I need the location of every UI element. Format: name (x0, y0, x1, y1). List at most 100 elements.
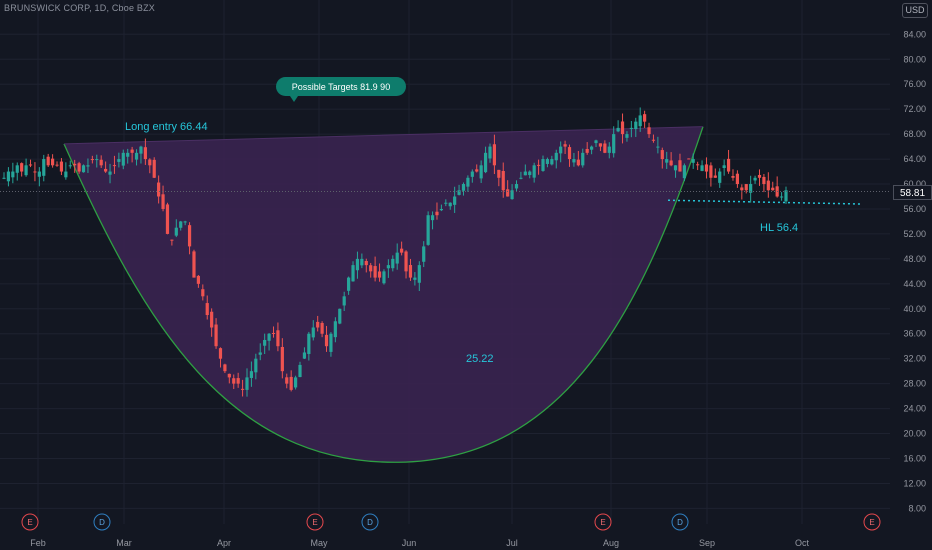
targets-bubble (276, 77, 406, 96)
candle-body (536, 164, 541, 166)
y-tick-label: 72.00 (903, 104, 926, 114)
candle-body (355, 258, 360, 271)
dividend-marker (671, 513, 689, 531)
candle-body (461, 184, 466, 191)
candle-body (90, 159, 94, 161)
candle-body (448, 202, 452, 207)
candle-body (50, 158, 55, 166)
currency-button[interactable]: USD (902, 3, 928, 18)
candle-body (139, 146, 143, 154)
candle-body (673, 165, 678, 171)
y-tick-label: 68.00 (903, 129, 926, 139)
y-tick-label: 60.00 (903, 179, 926, 189)
candle-body (148, 159, 152, 166)
dividend-marker (361, 513, 379, 531)
candle-body (329, 333, 333, 352)
candle-body (678, 160, 682, 172)
candle-body (307, 333, 311, 354)
candle-body (161, 194, 165, 209)
candle-body (709, 165, 713, 178)
candle-body (386, 265, 390, 269)
candle-body (722, 165, 726, 168)
candle-body (24, 165, 28, 176)
candle-body (2, 177, 6, 179)
candle-body (245, 377, 249, 390)
candle-body (360, 258, 364, 266)
candle-body (483, 152, 488, 173)
candle-body (453, 196, 457, 205)
candle-body (665, 159, 669, 163)
long-entry-label: Long entry 66.44 (125, 121, 208, 133)
candle-body (744, 184, 748, 191)
candle-body (550, 159, 554, 165)
targets-bubble-tail (290, 96, 298, 102)
candle-body (258, 352, 262, 355)
candle-body (501, 170, 505, 191)
candle-body (236, 378, 240, 384)
candle-body (201, 289, 205, 297)
candle-body (42, 159, 46, 176)
y-tick-label: 16.00 (903, 454, 926, 464)
y-tick-label: 24.00 (903, 404, 926, 414)
candle-body (740, 187, 744, 191)
candle-body (187, 225, 192, 247)
candle-body (152, 159, 156, 178)
candle-body (554, 152, 558, 161)
y-tick-label: 64.00 (903, 154, 926, 164)
candle-body (391, 258, 395, 269)
chart-annotations: Long entry 66.44 25.22 HL 56.4 Possible Tar… (0, 77, 890, 365)
candle-body (417, 265, 421, 283)
candle-body (669, 160, 673, 166)
y-tick-label: 36.00 (903, 329, 926, 339)
candle-body (382, 271, 386, 284)
candle-body (324, 334, 329, 347)
event-label: E (600, 518, 605, 527)
candle-body (364, 261, 368, 266)
candle-body (404, 251, 408, 272)
candle-body (784, 190, 788, 202)
candle-body (311, 327, 315, 338)
y-tick-label: 84.00 (903, 29, 926, 39)
candle-body (271, 332, 276, 334)
y-tick-label: 32.00 (903, 354, 926, 364)
x-tick-label: Mar (116, 538, 132, 548)
y-tick-label: 52.00 (903, 229, 926, 239)
cup-fill (64, 126, 703, 463)
candle-body (183, 221, 187, 223)
candle-body (338, 308, 342, 324)
candle-body (413, 277, 417, 280)
candle-body (64, 171, 68, 178)
candle-body (77, 163, 81, 172)
candle-body (691, 159, 695, 163)
candle-body (20, 163, 24, 172)
candle-body (347, 277, 351, 291)
candle-body (205, 303, 209, 316)
candle-body (426, 215, 430, 245)
candle-body (227, 373, 231, 378)
candle-body (377, 271, 382, 278)
y-tick-label: 80.00 (903, 54, 926, 64)
candle-body (607, 146, 611, 153)
y-tick-label: 44.00 (903, 279, 926, 289)
candle-body (59, 161, 64, 172)
candle-body (210, 311, 214, 328)
y-tick-label: 28.00 (903, 379, 926, 389)
candle-body (11, 171, 15, 178)
candle-body (594, 140, 598, 144)
candle-body (492, 144, 497, 166)
candle-body (435, 211, 439, 216)
candle-body (289, 376, 293, 390)
candle-body (475, 169, 479, 172)
candle-body (713, 175, 717, 178)
earnings-marker (21, 513, 39, 531)
candle-body (81, 165, 86, 173)
candle-body (731, 176, 735, 178)
candle-body (629, 127, 633, 129)
candle-body (581, 152, 585, 166)
candle-body (545, 159, 550, 164)
candle-body (15, 165, 19, 173)
candle-body (603, 143, 607, 153)
candle-body (444, 202, 448, 204)
